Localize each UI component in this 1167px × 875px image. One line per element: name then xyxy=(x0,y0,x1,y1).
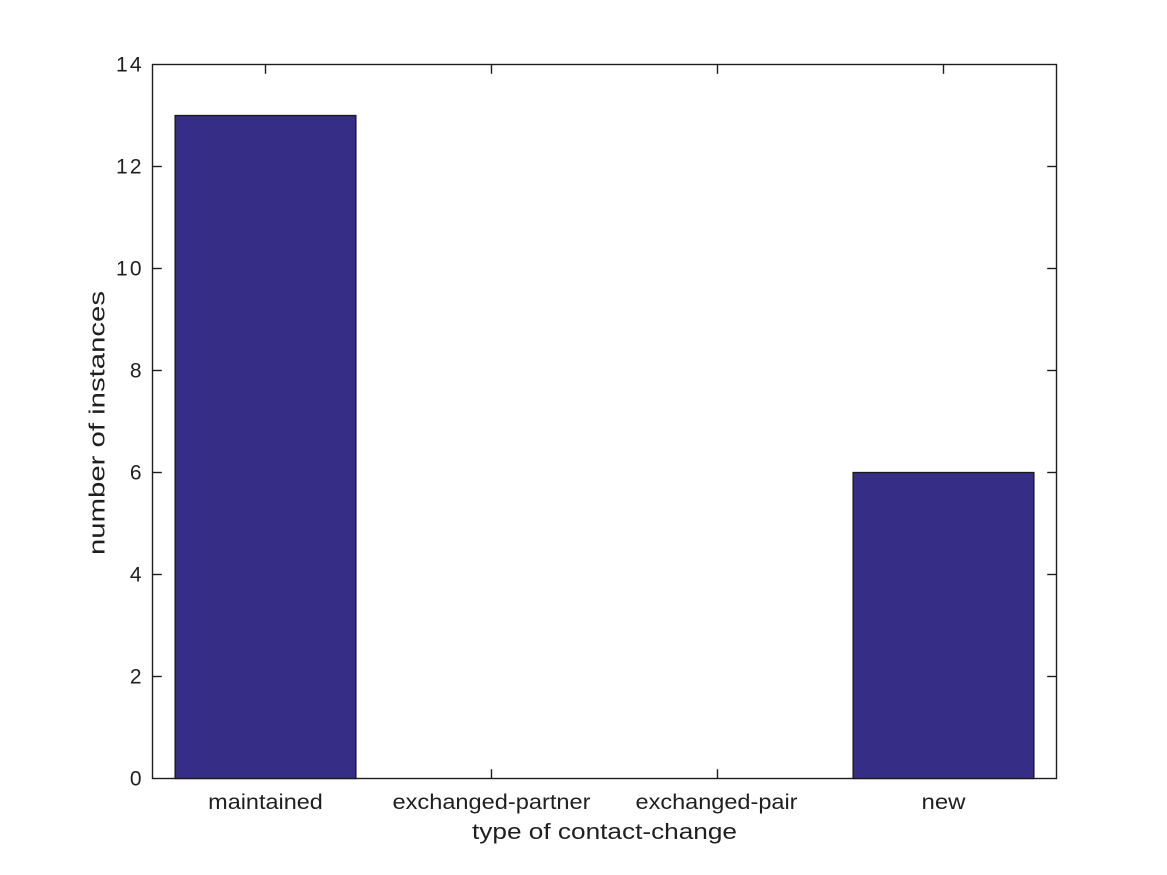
svg-text:6: 6 xyxy=(130,462,142,485)
svg-text:14: 14 xyxy=(116,54,142,77)
svg-text:exchanged-partner: exchanged-partner xyxy=(393,791,591,814)
svg-text:exchanged-pair: exchanged-pair xyxy=(636,791,798,814)
svg-text:2: 2 xyxy=(130,666,142,689)
svg-text:maintained: maintained xyxy=(208,791,323,814)
svg-text:8: 8 xyxy=(130,360,142,383)
svg-text:type of contact-change: type of contact-change xyxy=(472,819,737,844)
svg-text:0: 0 xyxy=(130,768,142,791)
svg-text:4: 4 xyxy=(130,564,142,587)
svg-text:new: new xyxy=(922,791,967,814)
svg-text:number of instances: number of instances xyxy=(84,291,109,555)
